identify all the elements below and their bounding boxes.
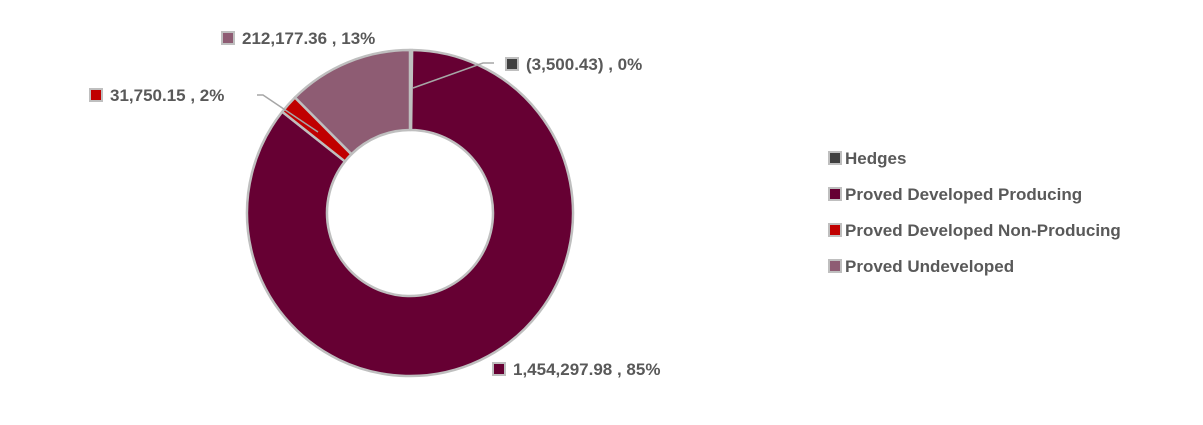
label-key-proved-undeveloped bbox=[221, 31, 235, 45]
leader-line-hedges bbox=[412, 62, 494, 89]
data-label-proved-developed-producing: 1,454,297.98 , 85% bbox=[513, 360, 660, 379]
slice-proved-undeveloped bbox=[293, 48, 412, 156]
label-key-proved-developed-producing bbox=[492, 362, 506, 376]
leader-lines bbox=[257, 62, 494, 133]
data-labels: (3,500.43) , 0% 1,454,297.98 , 85% 31,750.… bbox=[89, 29, 660, 379]
legend-label-proved-developed-non-producing: Proved Developed Non-Producing bbox=[845, 221, 1121, 240]
leader-line-proved-developed-non-producing bbox=[257, 94, 319, 133]
donut-slices bbox=[245, 48, 575, 378]
data-label-proved-developed-non-producing: 31,750.15 , 2% bbox=[110, 86, 224, 105]
label-key-proved-developed-non-producing bbox=[89, 88, 103, 102]
legend-key-proved-developed-producing bbox=[828, 187, 842, 201]
legend-key-proved-undeveloped bbox=[828, 259, 842, 273]
legend: Hedges Proved Developed Producing Proved D… bbox=[828, 149, 1121, 276]
legend-label-hedges: Hedges bbox=[845, 149, 906, 168]
legend-label-proved-developed-producing: Proved Developed Producing bbox=[845, 185, 1082, 204]
slice-proved-developed-producing bbox=[245, 48, 575, 378]
data-label-proved-undeveloped: 212,177.36 , 13% bbox=[242, 29, 375, 48]
data-label-hedges: (3,500.43) , 0% bbox=[526, 55, 642, 74]
legend-key-hedges bbox=[828, 151, 842, 165]
legend-label-proved-undeveloped: Proved Undeveloped bbox=[845, 257, 1014, 276]
legend-key-proved-developed-non-producing bbox=[828, 223, 842, 237]
label-key-hedges bbox=[505, 57, 519, 71]
